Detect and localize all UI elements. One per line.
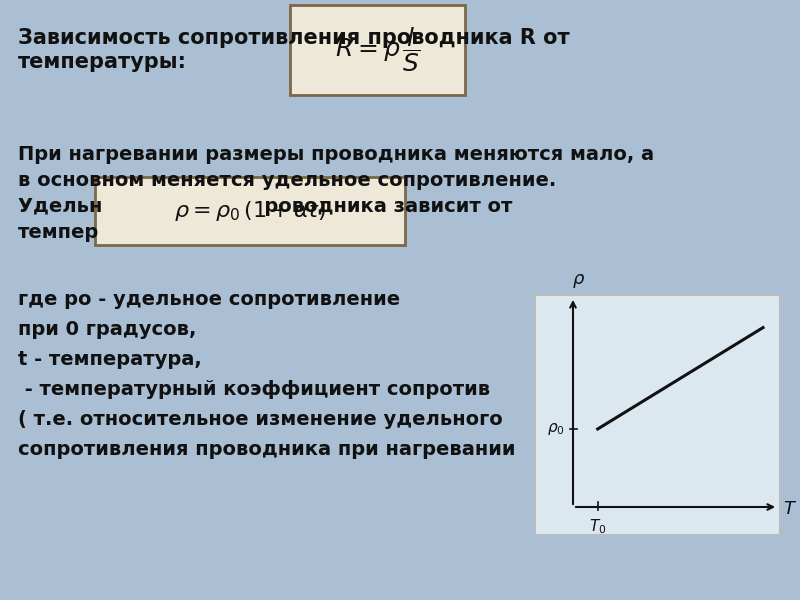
Text: t - температура,: t - температура, xyxy=(18,350,202,369)
Text: $T$: $T$ xyxy=(783,500,797,518)
Text: Удельн                        роводника зависит от: Удельн роводника зависит от xyxy=(18,197,512,216)
Text: при 0 градусов,: при 0 градусов, xyxy=(18,320,196,339)
FancyBboxPatch shape xyxy=(95,177,405,245)
Text: $\rho$: $\rho$ xyxy=(572,272,586,290)
Text: $\rho_0$: $\rho_0$ xyxy=(547,421,565,437)
Text: сопротивления проводника при нагревании: сопротивления проводника при нагревании xyxy=(18,440,515,459)
Text: - температурный коэффициент сопротив: - температурный коэффициент сопротив xyxy=(18,380,490,399)
Text: где ро - удельное сопротивление: где ро - удельное сопротивление xyxy=(18,290,400,309)
Text: $\rho = \rho_0\,(1 + \alpha t)$: $\rho = \rho_0\,(1 + \alpha t)$ xyxy=(174,199,326,223)
Text: При нагревании размеры проводника меняются мало, а: При нагревании размеры проводника меняют… xyxy=(18,145,654,164)
Text: $T_0$: $T_0$ xyxy=(589,517,606,536)
Text: темпер: темпер xyxy=(18,223,99,242)
FancyBboxPatch shape xyxy=(290,5,465,95)
Text: температуры:: температуры: xyxy=(18,52,187,72)
Text: $R = \rho\,\dfrac{l}{S}$: $R = \rho\,\dfrac{l}{S}$ xyxy=(334,26,421,74)
Text: Зависимость сопротивления проводника R от: Зависимость сопротивления проводника R о… xyxy=(18,28,570,48)
Text: ( т.е. относительное изменение удельного: ( т.е. относительное изменение удельного xyxy=(18,410,502,429)
FancyBboxPatch shape xyxy=(535,295,780,535)
Text: в основном меняется удельное сопротивление.: в основном меняется удельное сопротивлен… xyxy=(18,171,556,190)
